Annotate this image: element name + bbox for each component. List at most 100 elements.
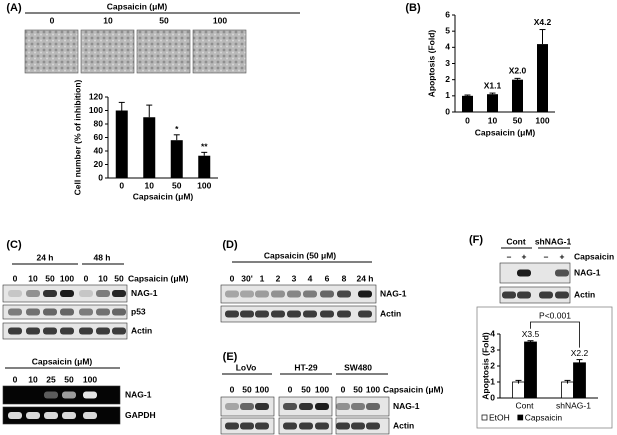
value-label: X2.2 (571, 348, 589, 358)
sign-label: + (522, 251, 527, 261)
lane-label: 0 (341, 384, 346, 394)
row-label: Actin (574, 289, 595, 299)
panel-label: (A) (6, 2, 22, 14)
blot-band (26, 412, 40, 419)
blot-band (315, 422, 329, 430)
blot-band (255, 403, 269, 410)
lane-label: 10 (28, 374, 38, 384)
lane-label: 50 (242, 384, 252, 394)
lane-label: 50 (114, 273, 124, 283)
row-label: NAG-1 (393, 401, 420, 411)
blot-band (555, 269, 569, 277)
group-label: SW480 (344, 362, 372, 372)
blot-band (79, 327, 93, 335)
value-label: X2.0 (509, 66, 527, 76)
lane-label: 0 (230, 273, 235, 283)
blot-band (299, 422, 313, 430)
blot-band (43, 290, 57, 297)
legend-label: Capsaicin (525, 412, 563, 422)
lane-label: 50 (353, 384, 363, 394)
blot-band (83, 412, 97, 419)
blot-band (79, 308, 93, 316)
group-label: Cont (506, 236, 526, 246)
blot-band (240, 403, 254, 410)
blot-band (240, 290, 254, 298)
y-tick-label: 2 (445, 74, 450, 84)
bar (143, 117, 156, 178)
x-tick-label: Cont (516, 400, 535, 410)
group-label: HT-29 (294, 362, 317, 372)
lane-label: 10 (103, 15, 113, 25)
treatment-label: Capsaicin (μM) (128, 273, 189, 283)
blot-band (96, 308, 110, 316)
lane-label: 100 (60, 273, 74, 283)
blot-band (8, 308, 22, 316)
bar (561, 381, 574, 399)
blot-band (60, 308, 74, 316)
lane-label: 0 (288, 384, 293, 394)
x-tick-label: 10 (488, 115, 498, 125)
legend-swatch (481, 414, 488, 421)
row-label: NAG-1 (131, 288, 158, 298)
y-tick-label: 3 (490, 344, 495, 354)
blot-band (271, 290, 285, 298)
x-tick-label: shNAG-1 (556, 400, 591, 410)
blot-band (255, 310, 269, 318)
blot-band (358, 310, 372, 318)
blot-band (351, 403, 365, 410)
x-axis-title: Capsaicin (μM) (475, 127, 536, 137)
micrograph (192, 29, 247, 74)
blot-band (502, 291, 516, 299)
blot-band (366, 403, 380, 410)
y-tick-label: 0 (98, 172, 103, 182)
lane-label: 2 (276, 273, 281, 283)
y-tick-label: 1 (445, 90, 450, 100)
row-label: Actin (380, 308, 401, 318)
lane-label: 1 (260, 273, 265, 283)
group-label: 48 h (93, 252, 110, 262)
blot-band (315, 403, 329, 410)
panel-label: (C) (6, 239, 22, 251)
x-tick-label: 100 (535, 115, 549, 125)
blot-band (44, 391, 58, 399)
lane-label: 10 (28, 273, 38, 283)
bar (198, 155, 211, 178)
blot-band (555, 291, 569, 299)
sign-label: – (544, 251, 549, 261)
blot-band (112, 327, 126, 335)
blot-band (336, 422, 350, 430)
blot-band (517, 291, 531, 299)
blot-band (336, 403, 350, 410)
row-label: NAG-1 (380, 288, 407, 298)
blot-strip (499, 286, 571, 304)
value-label: X1.1 (484, 80, 502, 90)
value-label: X3.5 (522, 329, 540, 339)
blot-band (337, 310, 351, 318)
lane-label: 100 (255, 384, 269, 394)
blot-strip (499, 262, 571, 284)
lane-label: 0 (13, 273, 18, 283)
group-label: 24 h (36, 252, 53, 262)
bar (512, 381, 525, 399)
blot-band (271, 310, 285, 318)
y-tick-label: 1 (490, 376, 495, 386)
x-tick-label: 50 (513, 115, 523, 125)
bar (170, 140, 183, 178)
blot-band (225, 290, 239, 298)
blot-band (517, 269, 531, 277)
blot-band (225, 403, 239, 410)
significance-bracket (530, 321, 580, 348)
micrograph (80, 29, 135, 74)
y-tick-label: 0 (445, 106, 450, 116)
y-tick-label: 100 (89, 105, 103, 115)
blot-band (358, 290, 372, 298)
blot-band (225, 310, 239, 318)
blot-band (320, 310, 334, 318)
blot-band (43, 327, 57, 335)
blot-band (255, 422, 269, 430)
y-tick-label: 60 (94, 132, 104, 142)
blot-band (8, 290, 22, 297)
blot-band (8, 412, 22, 419)
y-tick-label: 40 (94, 145, 104, 155)
